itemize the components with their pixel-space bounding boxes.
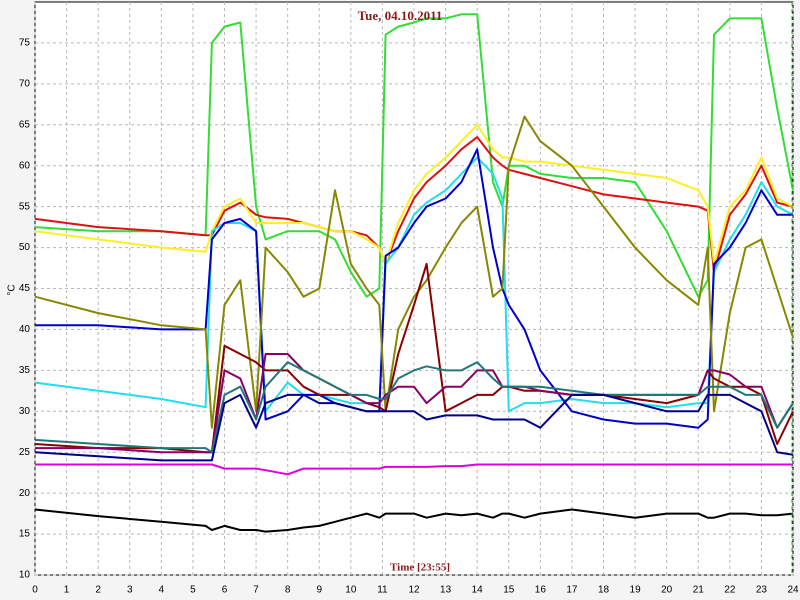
y-tick-label: 65 — [19, 119, 31, 130]
x-tick-label: 20 — [661, 585, 673, 596]
x-tick-label: 8 — [285, 585, 291, 596]
series-line — [34, 508, 794, 533]
series-line — [35, 353, 794, 454]
x-tick-label: 1 — [64, 585, 70, 596]
x-tick-label: 15 — [503, 585, 515, 596]
series-line — [34, 361, 794, 454]
y-tick-label: 20 — [19, 488, 31, 499]
y-tick-label: 40 — [19, 324, 31, 335]
x-tick-label: 5 — [190, 585, 196, 596]
x-tick-label: 18 — [598, 585, 610, 596]
x-tick-label: 19 — [630, 585, 642, 596]
series-line — [34, 13, 794, 298]
y-tick-label: 10 — [19, 570, 31, 581]
x-tick-label: 14 — [472, 585, 484, 596]
x-tick-label: 22 — [724, 585, 736, 596]
x-tick-label: 9 — [316, 585, 322, 596]
x-tick-label: 12 — [408, 585, 420, 596]
x-tick-label: 2 — [95, 585, 101, 596]
x-axis-label: Time [23:55] — [390, 562, 450, 574]
series-line — [34, 115, 794, 429]
y-tick-label: 50 — [19, 242, 31, 253]
x-tick-label: 3 — [127, 585, 133, 596]
x-tick-label: 4 — [159, 585, 165, 596]
y-tick-label: 15 — [19, 529, 31, 540]
x-tick-label: 13 — [440, 585, 452, 596]
chart-title: Tue, 04.10.2011 — [358, 8, 443, 23]
series-line — [34, 123, 794, 265]
series-line — [35, 463, 793, 476]
y-tick-label: 25 — [19, 447, 31, 458]
y-tick-label: 45 — [19, 283, 31, 294]
x-tick-label: 21 — [693, 585, 705, 596]
y-tick-label: 35 — [19, 365, 31, 376]
x-tick-label: 17 — [566, 585, 578, 596]
x-tick-label: 6 — [222, 585, 228, 596]
y-axis-label: °C — [7, 284, 18, 295]
series-line — [34, 136, 794, 274]
y-tick-label: 70 — [19, 78, 31, 89]
x-tick-label: 10 — [345, 585, 357, 596]
x-tick-label: 16 — [535, 585, 547, 596]
x-tick-label: 11 — [377, 585, 388, 596]
series-line — [35, 148, 793, 429]
series-line — [34, 393, 794, 462]
y-tick-label: 30 — [19, 406, 31, 417]
x-tick-label: 24 — [787, 585, 799, 596]
y-tick-label: 60 — [19, 160, 31, 171]
y-tick-label: 75 — [19, 38, 31, 49]
x-tick-label: 0 — [32, 585, 38, 596]
x-tick-label: 7 — [253, 585, 259, 596]
y-tick-label: 55 — [19, 201, 31, 212]
x-tick-label: 23 — [756, 585, 768, 596]
